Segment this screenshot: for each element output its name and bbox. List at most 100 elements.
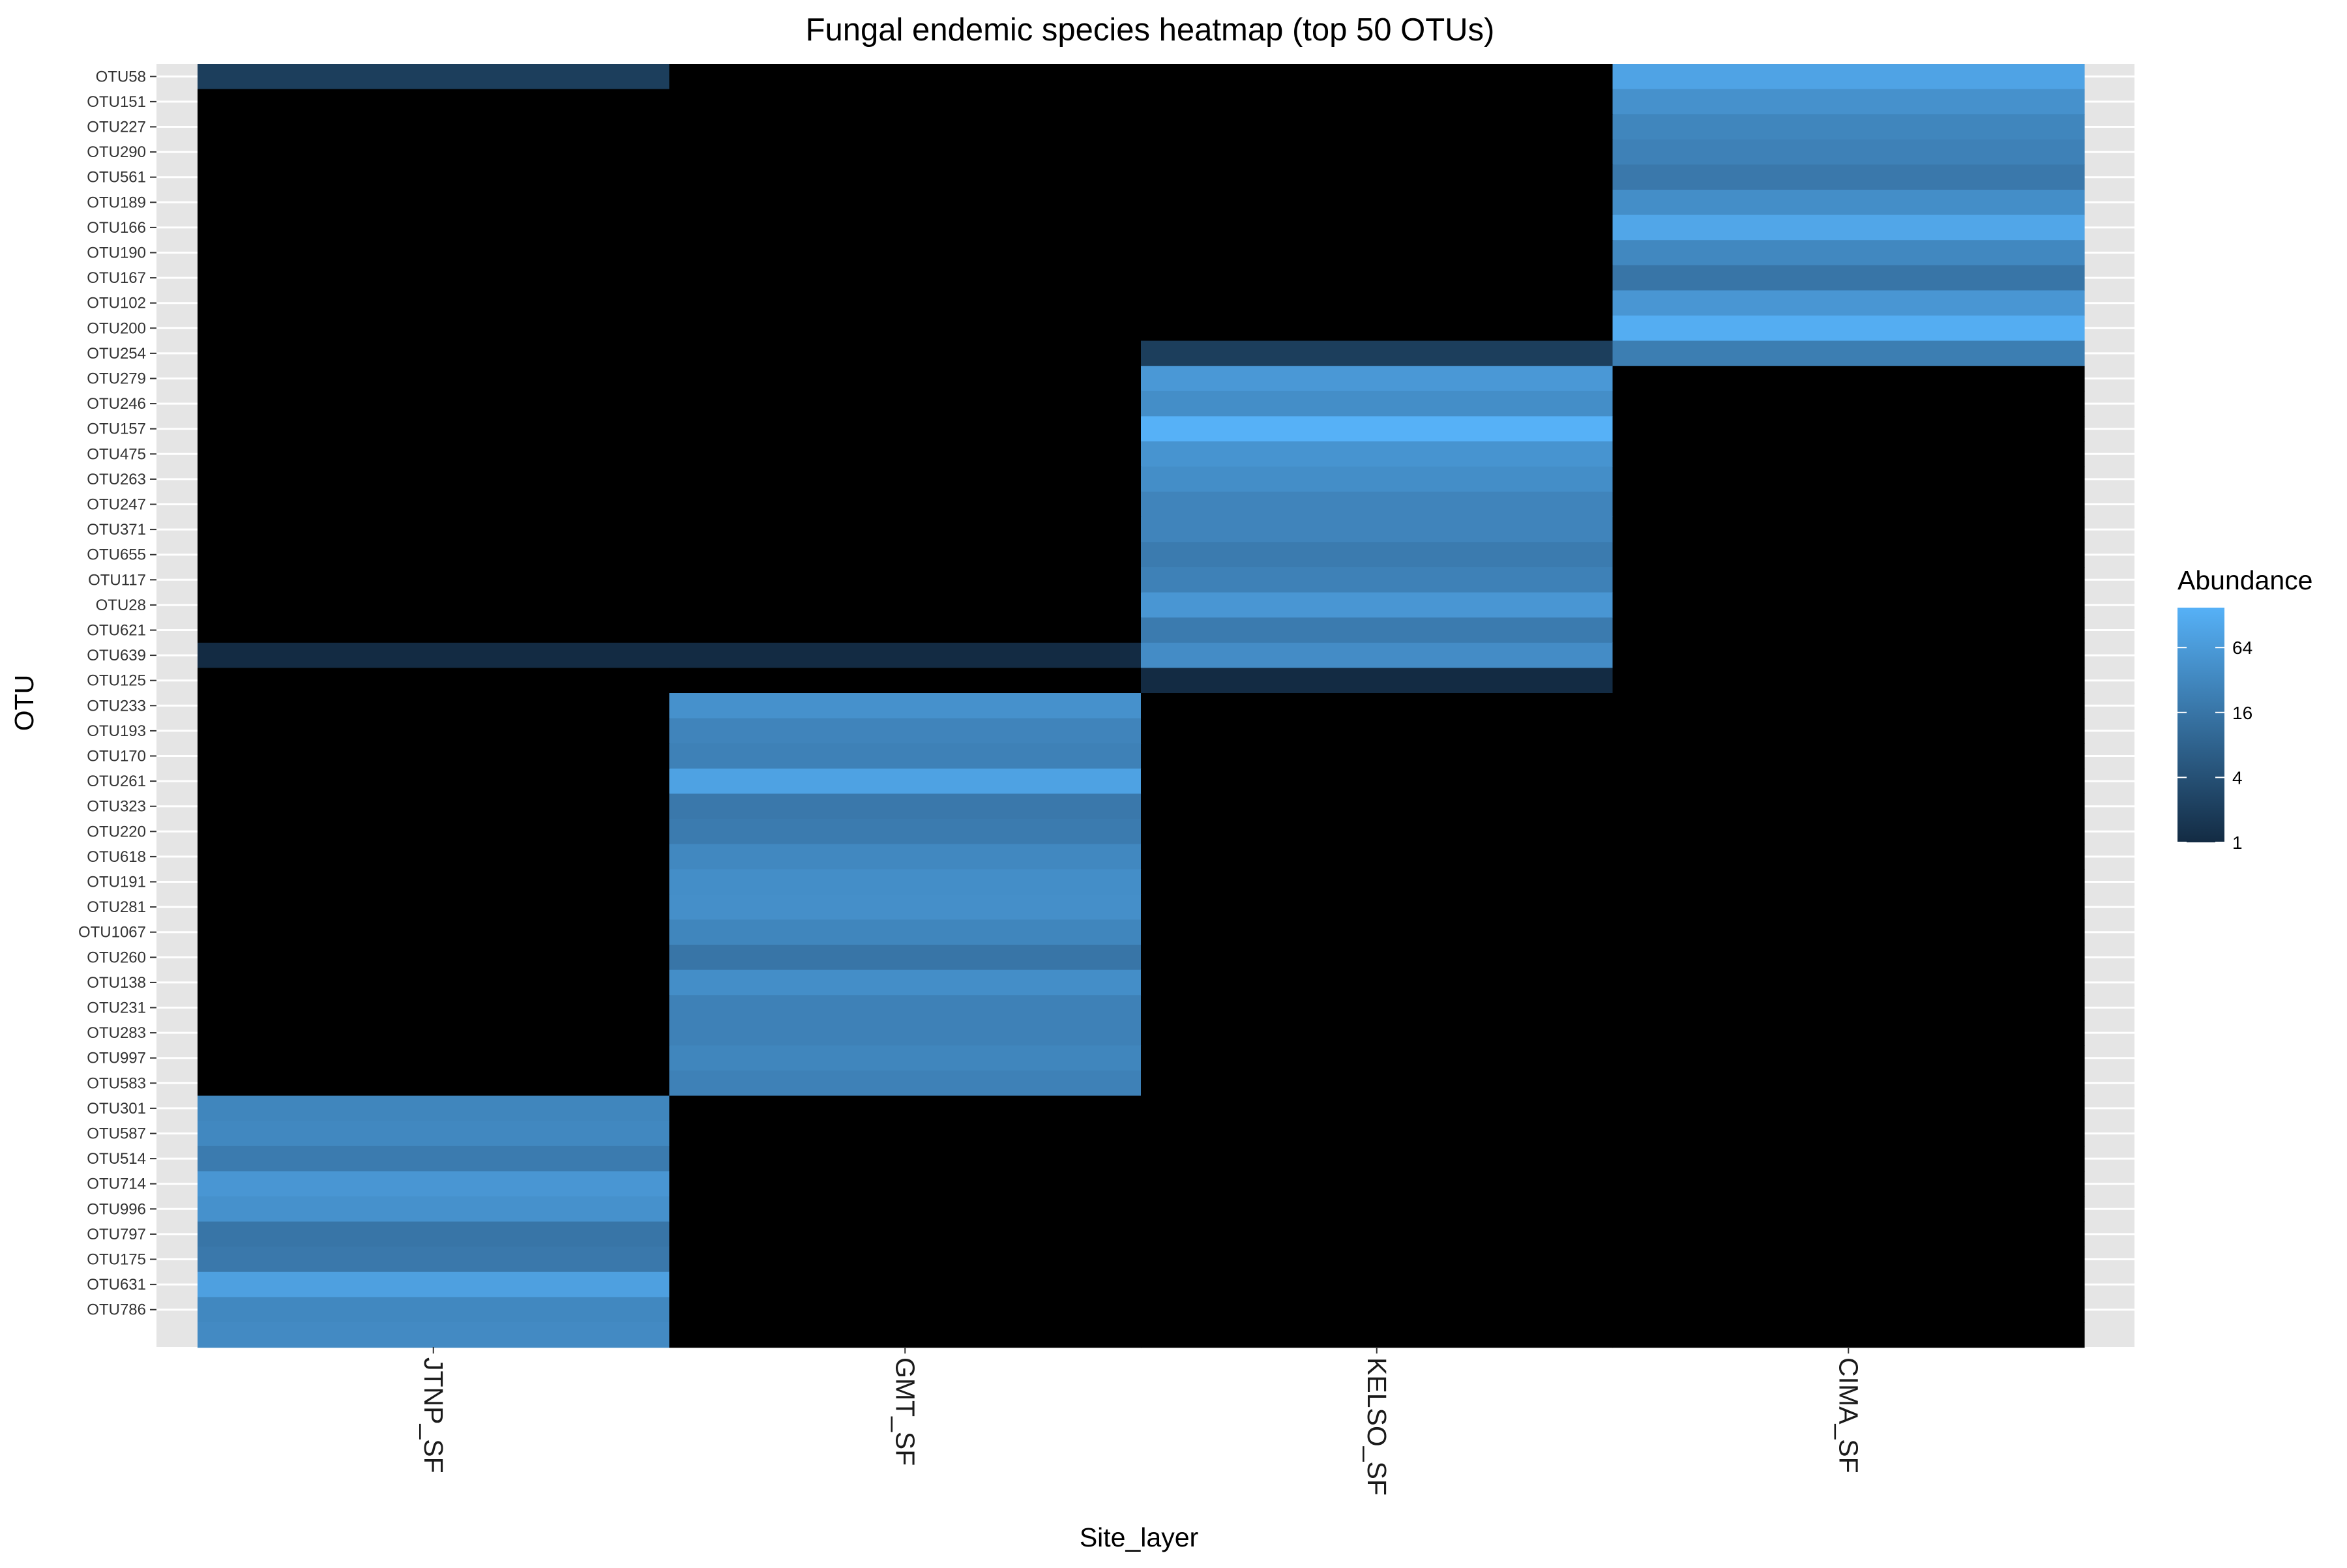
- y-tick-label: OTU254: [87, 345, 146, 362]
- heatmap-cell: [1612, 894, 2085, 920]
- heatmap-cell: [198, 1045, 670, 1071]
- heatmap-cell: [1141, 668, 1614, 694]
- heatmap-cell: [1141, 466, 1614, 492]
- chart-title: Fungal endemic species heatmap (top 50 O…: [806, 12, 1495, 48]
- heatmap-cell: [1141, 945, 1614, 971]
- heatmap-cell: [669, 542, 1142, 568]
- heatmap-cell: [1141, 89, 1614, 115]
- heatmap-cell: [1141, 1247, 1614, 1273]
- y-tick-label: OTU138: [87, 974, 146, 992]
- heatmap-cell: [198, 894, 670, 920]
- heatmap-cell: [669, 265, 1142, 291]
- heatmap-cell: [1612, 416, 2085, 442]
- y-tick-label: OTU227: [87, 119, 146, 136]
- heatmap-cell: [1612, 919, 2085, 945]
- x-tick-label: CIMA_SF: [1833, 1357, 1863, 1473]
- heatmap-cell: [1612, 1020, 2085, 1046]
- heatmap-cell: [1612, 793, 2085, 820]
- heatmap-cell: [669, 290, 1142, 316]
- heatmap-cell: [1141, 995, 1614, 1021]
- heatmap-cell: [669, 567, 1142, 593]
- heatmap-cell: [1612, 995, 2085, 1021]
- heatmap-cell: [669, 316, 1142, 342]
- heatmap-cell: [1141, 1095, 1614, 1121]
- y-tick-label: OTU639: [87, 647, 146, 664]
- heatmap-cell: [1141, 542, 1614, 568]
- heatmap-cell: [198, 945, 670, 971]
- heatmap-cell: [1141, 844, 1614, 870]
- heatmap-cell: [1612, 1271, 2085, 1297]
- y-tick-label: OTU621: [87, 622, 146, 640]
- heatmap-cell: [1141, 1071, 1614, 1097]
- heatmap-cell: [669, 466, 1142, 492]
- heatmap-cell: [1612, 1221, 2085, 1247]
- y-tick-label: OTU279: [87, 370, 146, 388]
- y-axis-title: OTU: [9, 675, 39, 732]
- heatmap-cell: [198, 995, 670, 1021]
- heatmap-cell: [1612, 316, 2085, 342]
- heatmap-cell: [198, 844, 670, 870]
- y-tick-label: OTU247: [87, 496, 146, 514]
- heatmap-cell: [198, 869, 670, 895]
- heatmap-cell: [1612, 214, 2085, 241]
- heatmap-cell: [198, 316, 670, 342]
- y-tick-label: OTU157: [87, 421, 146, 438]
- heatmap-cell: [1612, 366, 2085, 392]
- x-tick-label: GMT_SF: [890, 1357, 920, 1466]
- heatmap-cell: [669, 919, 1142, 945]
- heatmap-cell: [1141, 969, 1614, 996]
- heatmap-cell: [1612, 190, 2085, 216]
- heatmap-cell: [669, 1297, 1142, 1323]
- heatmap-cell: [1141, 693, 1614, 719]
- y-tick-label: OTU167: [87, 269, 146, 287]
- y-tick-label: OTU323: [87, 798, 146, 816]
- heatmap-cell: [669, 1171, 1142, 1197]
- y-tick-label: OTU301: [87, 1100, 146, 1117]
- heatmap-cell: [1612, 240, 2085, 266]
- heatmap-cell: [1612, 969, 2085, 996]
- y-tick-label: OTU117: [88, 571, 146, 589]
- heatmap-cell: [198, 768, 670, 794]
- heatmap-cell: [1612, 516, 2085, 542]
- heatmap-cell: [669, 190, 1142, 216]
- heatmap-cell: [1141, 1297, 1614, 1323]
- y-tick-label: OTU655: [87, 546, 146, 564]
- heatmap-cell: [1141, 391, 1614, 417]
- heatmap-cell: [669, 89, 1142, 115]
- heatmap-cell: [198, 693, 670, 719]
- y-tick-label: OTU28: [96, 597, 146, 614]
- heatmap-cell: [669, 391, 1142, 417]
- heatmap-cell: [669, 668, 1142, 694]
- heatmap-cell: [1612, 114, 2085, 140]
- heatmap-cell: [198, 190, 670, 216]
- y-tick-label: OTU231: [87, 999, 146, 1017]
- heatmap-cell: [669, 1221, 1142, 1247]
- y-tick-label: OTU220: [87, 823, 146, 840]
- y-tick-label: OTU233: [87, 697, 146, 715]
- heatmap-cell: [1612, 844, 2085, 870]
- heatmap-cell: [1141, 919, 1614, 945]
- heatmap-cell: [1612, 1121, 2085, 1147]
- heatmap-cell: [198, 441, 670, 467]
- heatmap-cell: [669, 366, 1142, 392]
- heatmap-cell: [669, 844, 1142, 870]
- heatmap-cell: [669, 1322, 1142, 1348]
- heatmap-cell: [669, 164, 1142, 190]
- y-tick-label: OTU58: [96, 68, 146, 85]
- heatmap-cell: [1141, 316, 1614, 342]
- heatmap-cell: [198, 265, 670, 291]
- heatmap-cell: [198, 64, 670, 90]
- heatmap-cell: [1141, 441, 1614, 467]
- heatmap-cell: [1141, 567, 1614, 593]
- heatmap-cell: [1141, 240, 1614, 266]
- heatmap-cell: [198, 567, 670, 593]
- y-tick-label: OTU246: [87, 395, 146, 413]
- heatmap-cell: [1612, 693, 2085, 719]
- heatmap-cell: [1612, 743, 2085, 769]
- heatmap-cell: [198, 290, 670, 316]
- heatmap-cell: [1612, 265, 2085, 291]
- heatmap-cell: [1141, 1121, 1614, 1147]
- heatmap-cell: [1612, 391, 2085, 417]
- heatmap-cell: [1612, 1297, 2085, 1323]
